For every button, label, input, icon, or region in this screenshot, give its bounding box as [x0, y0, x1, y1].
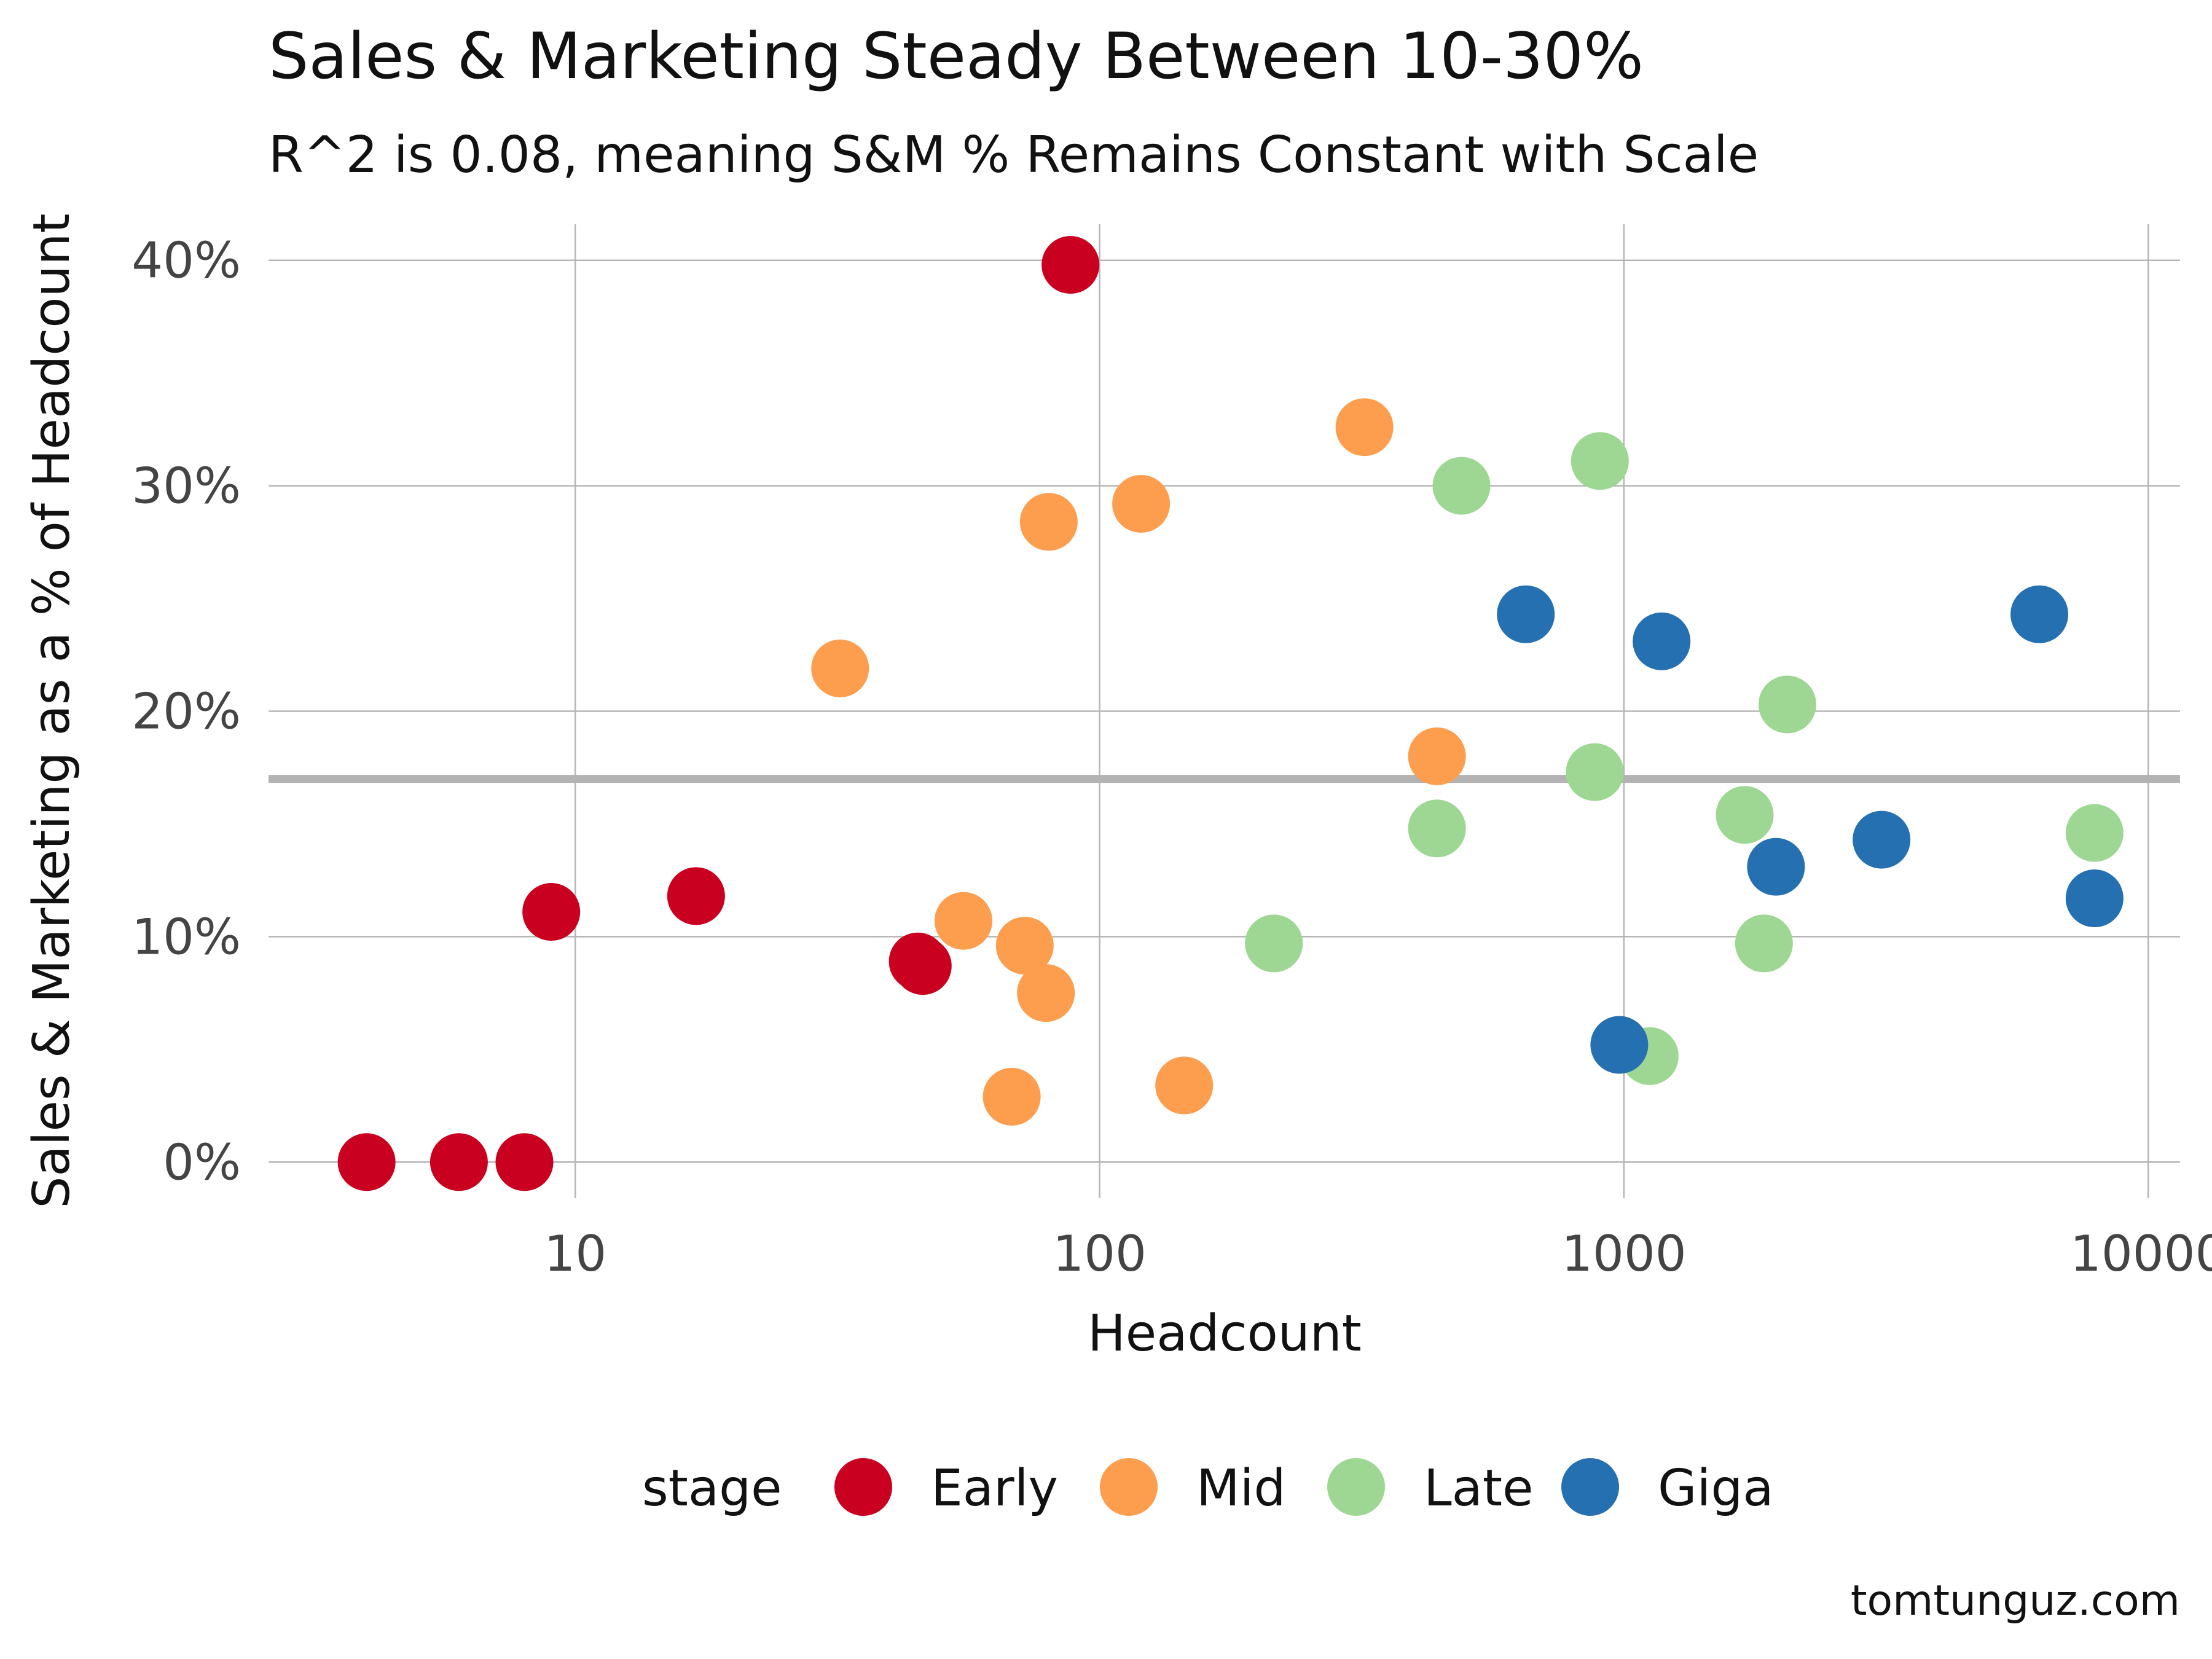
point-late-4 [1571, 432, 1629, 490]
point-mid-8 [1335, 398, 1394, 457]
y-axis-title: Sales & Marketing as a % of Headcount [23, 213, 81, 1208]
legend-label-mid: Mid [1196, 1459, 1286, 1518]
point-giga-1 [1590, 1016, 1649, 1074]
x-tick-label-1: 100 [1053, 1225, 1147, 1282]
y-tick-label-2: 20% [131, 683, 241, 740]
point-giga-5 [2010, 585, 2069, 643]
y-tick-label-3: 30% [131, 458, 241, 515]
x-axis-title: Headcount [1088, 1304, 1362, 1363]
point-early-3 [522, 883, 581, 941]
x-axis-ticks: 10 100 1000 10000 [544, 1225, 2212, 1282]
chart-subtitle: R^2 is 0.08, meaning S&M % Remains Const… [269, 126, 1759, 184]
point-late-1 [1408, 799, 1466, 858]
x-tick-label-0: 10 [544, 1225, 606, 1282]
x-tick-label-2: 1000 [1561, 1225, 1687, 1282]
point-late-8 [1758, 675, 1816, 734]
point-mid-4 [1017, 964, 1075, 1022]
point-late-7 [1735, 914, 1793, 973]
legend-title: stage [642, 1459, 782, 1518]
point-mid-3 [995, 917, 1054, 975]
point-early-7 [1041, 236, 1100, 294]
legend-label-late: Late [1424, 1459, 1534, 1518]
y-axis-ticks: 0% 10% 20% 30% 40% [131, 232, 241, 1191]
point-giga-6 [2065, 869, 2124, 928]
y-tick-label-0: 0% [163, 1134, 241, 1191]
legend-key-late [1327, 1458, 1385, 1516]
legend-label-giga: Giga [1658, 1459, 1774, 1518]
point-mid-5 [1019, 493, 1078, 551]
grid-lines [269, 224, 2180, 1198]
point-early-4 [667, 867, 725, 925]
legend: stage Early Mid Late Giga [642, 1458, 1774, 1518]
point-mid-0 [811, 639, 869, 697]
point-giga-4 [1853, 810, 1911, 869]
point-early-2 [495, 1133, 554, 1191]
y-tick-label-1: 10% [131, 908, 241, 965]
legend-key-mid [1100, 1458, 1158, 1516]
point-early-1 [429, 1133, 488, 1191]
point-early-6 [893, 937, 952, 995]
point-late-2 [1432, 457, 1491, 515]
point-giga-2 [1633, 612, 1691, 670]
legend-key-early [834, 1458, 892, 1516]
data-points [337, 236, 2124, 1191]
point-late-3 [1566, 743, 1624, 801]
point-early-0 [337, 1133, 396, 1191]
point-mid-2 [982, 1067, 1041, 1126]
point-mid-1 [934, 892, 992, 950]
point-late-6 [1716, 786, 1774, 844]
x-tick-label-3: 10000 [2070, 1225, 2212, 1282]
point-late-9 [2065, 804, 2124, 862]
point-mid-7 [1155, 1056, 1214, 1115]
legend-label-early: Early [931, 1459, 1058, 1518]
legend-key-giga [1561, 1458, 1619, 1516]
caption: tomtunguz.com [1851, 1577, 2180, 1625]
chart-title: Sales & Marketing Steady Between 10-30% [269, 20, 1644, 93]
point-late-0 [1245, 914, 1303, 973]
point-mid-9 [1408, 727, 1466, 785]
point-giga-0 [1497, 585, 1555, 643]
point-giga-3 [1747, 837, 1805, 896]
point-mid-6 [1112, 474, 1171, 533]
y-tick-label-4: 40% [131, 232, 241, 289]
